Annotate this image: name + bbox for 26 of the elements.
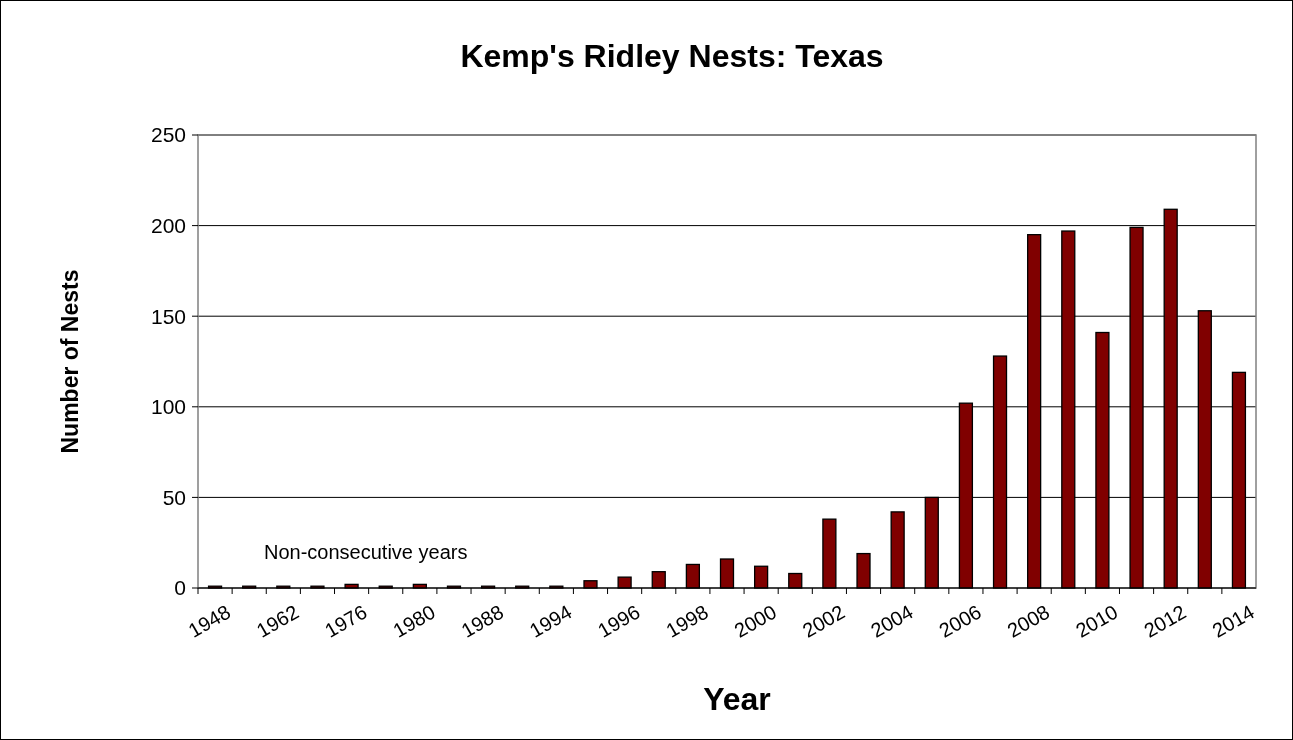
x-tick-label: 2004 xyxy=(867,600,917,642)
x-tick-label: 1996 xyxy=(594,600,644,642)
x-tick-label: 1962 xyxy=(252,600,303,642)
x-tick-label: 1994 xyxy=(525,600,576,642)
y-tick-label: 100 xyxy=(150,395,186,419)
y-tick-label: 50 xyxy=(162,485,186,509)
x-tick-label: 2006 xyxy=(935,600,985,642)
x-tick-label: 2008 xyxy=(1003,600,1054,642)
x-tick-label: 1998 xyxy=(662,600,712,642)
y-axis-title: Number of Nests xyxy=(57,269,83,454)
chart-title: Kemp's Ridley Nests: Texas xyxy=(460,38,884,74)
y-tick-label: 250 xyxy=(150,123,186,147)
x-tick-label: 1988 xyxy=(457,600,508,642)
x-tick-label: 1976 xyxy=(321,600,371,642)
x-tick-label: 2002 xyxy=(798,600,849,642)
x-axis-title: Year xyxy=(703,681,771,717)
x-tick-label: 1948 xyxy=(184,600,235,642)
x-tick-label: 2014 xyxy=(1208,600,1258,642)
x-tick-label: 2010 xyxy=(1071,600,1122,642)
x-tick-label: 2000 xyxy=(730,600,781,642)
x-tick-label: 2012 xyxy=(1140,600,1190,642)
annotation: Non-consecutive years xyxy=(264,541,468,563)
y-tick-label: 200 xyxy=(150,213,186,237)
x-tick-label: 1980 xyxy=(389,600,439,642)
y-tick-label: 0 xyxy=(174,576,186,600)
y-tick-label: 150 xyxy=(150,304,186,328)
